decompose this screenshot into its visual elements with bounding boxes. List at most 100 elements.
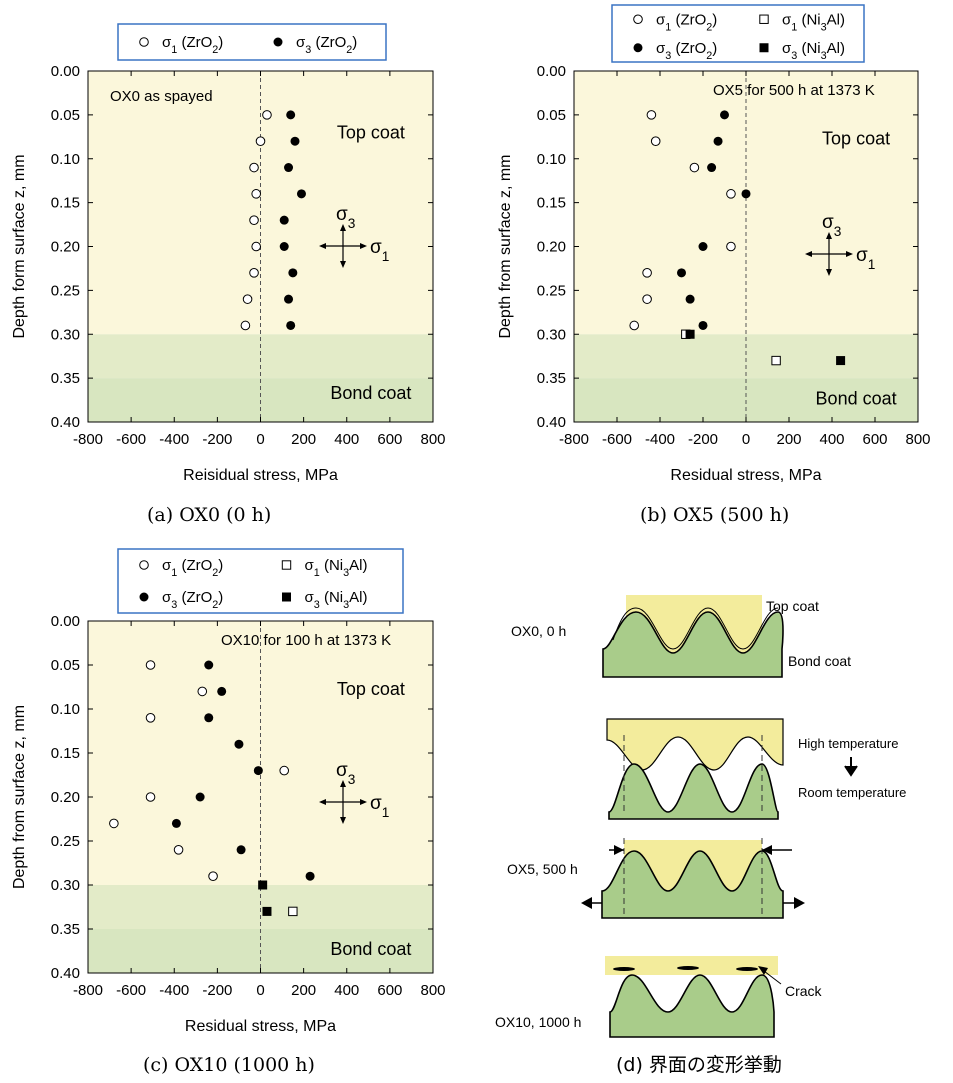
y-tick-label: 0.20 (51, 789, 80, 806)
data-point (646, 110, 657, 120)
x-tick-label: 0 (256, 982, 264, 999)
x-tick-label: -200 (202, 431, 232, 448)
x-tick-label: 400 (334, 982, 359, 999)
x-tick-label: 0 (742, 431, 750, 448)
legend-box (117, 548, 404, 614)
bond-coat-label: Bond coat (788, 653, 851, 669)
data-point (279, 215, 289, 225)
y-tick-label: 0.25 (537, 282, 566, 299)
y-tick-label: 0.30 (51, 326, 80, 343)
data-point (249, 268, 259, 278)
sigma1-label: σ1 (370, 793, 389, 820)
arrow-up-icon (340, 224, 346, 231)
panel-caption: (c) OX10 (1000 h) (143, 1054, 315, 1076)
x-tick-label: 400 (819, 431, 844, 448)
data-point (251, 189, 261, 199)
y-tick-label: 0.05 (51, 657, 80, 674)
legend-marker (282, 592, 291, 602)
top-coat-label: Top coat (337, 122, 405, 142)
arrow-right-icon (846, 251, 853, 257)
region-band (88, 334, 433, 379)
y-tick-label: 0.10 (537, 151, 566, 168)
x-tick-label: 600 (377, 982, 402, 999)
x-tick-label: 0 (256, 431, 264, 448)
bond-coat-label: Bond coat (816, 388, 897, 408)
data-point (726, 241, 736, 252)
x-tick-label: 200 (291, 982, 316, 999)
chart-panel-b: Top coat Bond coat -800 -600 -400 -200 0 200 400… (497, 4, 931, 526)
data-point (677, 268, 686, 278)
legend-marker (759, 14, 769, 24)
y-tick-label: 0.10 (51, 701, 80, 718)
region-band (574, 334, 918, 379)
panel-caption: (b) OX5 (500 h) (640, 504, 789, 526)
top-coat-high-temp (606, 718, 784, 771)
y-tick-label: 0.35 (537, 370, 566, 387)
legend-label: σ3 (Ni3Al) (305, 589, 368, 611)
data-point (171, 818, 181, 828)
chart-panel-a: Top coat Bond coat -800 -600 -400 -200 0 200 400… (11, 23, 446, 526)
arrow-left-icon (319, 243, 326, 249)
sigma3-label: σ3 (336, 760, 355, 787)
x-tick-label: 200 (291, 431, 316, 448)
x-axis-label: Residual stress, MPa (185, 1018, 336, 1035)
x-tick-label: -800 (559, 431, 589, 448)
legend-marker (139, 560, 149, 570)
chart-panel-c: Top coat Bond coat -800 -600 -400 -200 0 200 400… (11, 548, 446, 1076)
data-point (253, 766, 263, 776)
legend-marker (281, 560, 292, 570)
interface-line (612, 607, 779, 650)
legend-label: σ3 (ZrO2) (656, 40, 717, 62)
data-point (208, 871, 218, 882)
y-tick-label: 0.30 (51, 877, 80, 894)
y-axis-label: Depth from surface z, mm (11, 705, 28, 889)
data-point (836, 356, 846, 366)
legend-marker (759, 43, 769, 53)
arrow-down-icon (340, 261, 346, 268)
data-point (685, 329, 695, 339)
x-tick-label: -600 (116, 431, 146, 448)
stage-label-ox5: OX5, 500 h (507, 861, 578, 877)
data-point (279, 242, 289, 251)
bond-coat-label: Bond coat (330, 939, 411, 959)
arrow-left-icon (581, 897, 592, 909)
arrow-right-icon (614, 845, 624, 855)
data-point (145, 792, 156, 802)
legend-label: σ1 (Ni3Al) (782, 11, 845, 33)
data-point (284, 294, 294, 304)
sigma1-label: σ1 (856, 245, 875, 272)
bond-coat-profile (602, 611, 784, 678)
data-point (296, 189, 306, 199)
arrow-icon (758, 966, 768, 975)
sigma3-label: σ3 (336, 204, 355, 231)
legend-marker (139, 592, 149, 602)
data-point (771, 355, 781, 366)
data-point (284, 163, 294, 173)
stage-label-ox10: OX10, 1000 h (495, 1014, 581, 1030)
x-tick-label: 400 (334, 431, 359, 448)
x-axis-label: Reisidual stress, MPa (183, 467, 338, 484)
condition-annotation: OX0 as spayed (110, 88, 213, 105)
data-point (713, 136, 723, 146)
data-point (305, 871, 315, 881)
data-point (689, 162, 700, 173)
bond-coat-profile (601, 850, 784, 919)
sigma1-label: σ1 (370, 237, 389, 264)
y-axis-label: Depth form surface z, mm (11, 154, 28, 338)
top-coat-label: Top coat (337, 679, 405, 699)
data-point (720, 110, 729, 120)
y-tick-label: 0.10 (51, 151, 80, 168)
crack-mark (613, 967, 635, 971)
data-point (217, 686, 227, 696)
data-point (698, 320, 708, 330)
x-tick-label: 800 (420, 431, 445, 448)
x-tick-label: -200 (202, 982, 232, 999)
data-point (251, 241, 261, 252)
arrow-down-icon (340, 817, 346, 824)
arrow-down-icon (826, 269, 832, 276)
data-point (288, 268, 298, 278)
legend-marker (633, 43, 643, 53)
legend-marker (273, 37, 283, 47)
legend-box (117, 23, 387, 61)
data-point (707, 163, 717, 173)
